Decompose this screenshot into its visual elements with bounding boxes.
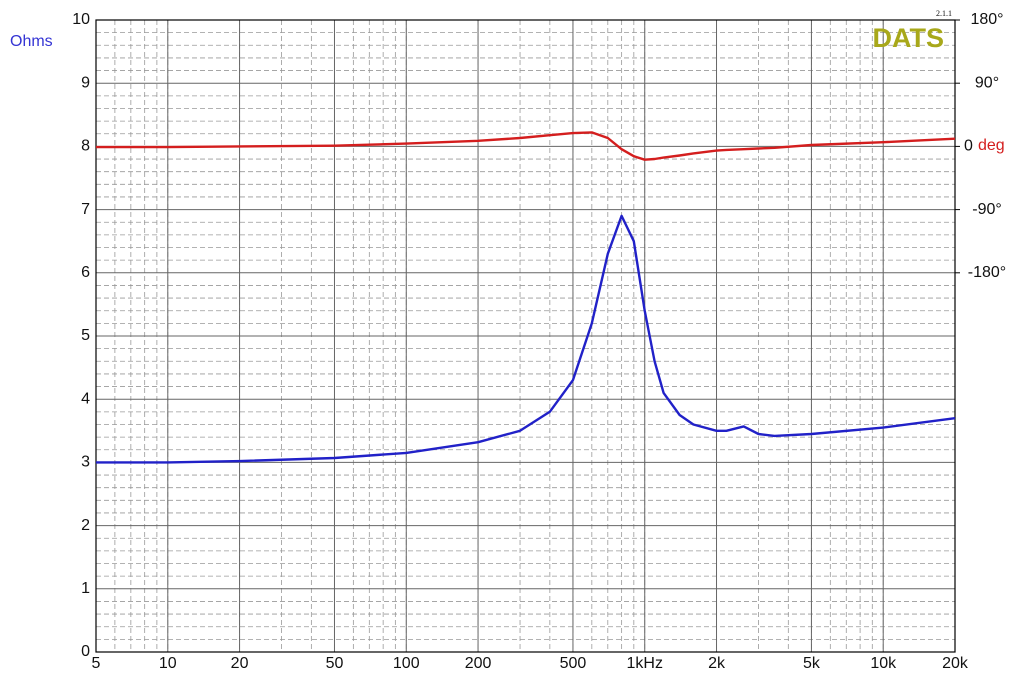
y-tick-label: 9 bbox=[81, 74, 90, 91]
x-tick-label: 50 bbox=[326, 655, 344, 672]
y2-tick-label: 90° bbox=[975, 74, 999, 91]
x-tick-label: 10k bbox=[870, 655, 897, 672]
x-tick-label: 10 bbox=[159, 655, 177, 672]
x-tick-label: 200 bbox=[465, 655, 492, 672]
y-tick-label: 2 bbox=[81, 517, 90, 534]
y2-tick-label: 180° bbox=[970, 11, 1003, 28]
x-tick-label: 2k bbox=[708, 655, 726, 672]
y-tick-label: 3 bbox=[81, 454, 90, 471]
y2-tick-label: -180° bbox=[968, 264, 1006, 281]
y-tick-label: 0 bbox=[81, 643, 90, 660]
y-tick-label: 4 bbox=[81, 390, 90, 407]
y-axis-label: Ohms bbox=[10, 33, 53, 50]
x-tick-label: 20 bbox=[231, 655, 249, 672]
y-tick-label: 7 bbox=[81, 201, 90, 218]
x-tick-label: 1kHz bbox=[627, 655, 663, 672]
series-line bbox=[96, 214, 956, 464]
plot-frame bbox=[95, 19, 956, 653]
version: 2.1.1 bbox=[936, 9, 952, 18]
x-tick-label: 100 bbox=[393, 655, 420, 672]
watermark: DATS bbox=[873, 23, 945, 53]
y2-tick-label: -90° bbox=[972, 201, 1002, 218]
y2-axis-label: deg bbox=[978, 137, 1005, 154]
series-line bbox=[96, 131, 956, 161]
y-tick-label: 5 bbox=[81, 327, 90, 344]
x-tick-label: 5k bbox=[803, 655, 821, 672]
x-tick-label: 20k bbox=[942, 655, 969, 672]
y-tick-label: 1 bbox=[81, 580, 90, 597]
x-tick-label: 500 bbox=[560, 655, 587, 672]
x-tick-label: 5 bbox=[92, 655, 101, 672]
y-tick-label: 10 bbox=[72, 11, 90, 28]
y-tick-label: 8 bbox=[81, 138, 90, 155]
y2-tick-label: 0 bbox=[964, 138, 973, 155]
y-tick-label: 6 bbox=[81, 264, 90, 281]
